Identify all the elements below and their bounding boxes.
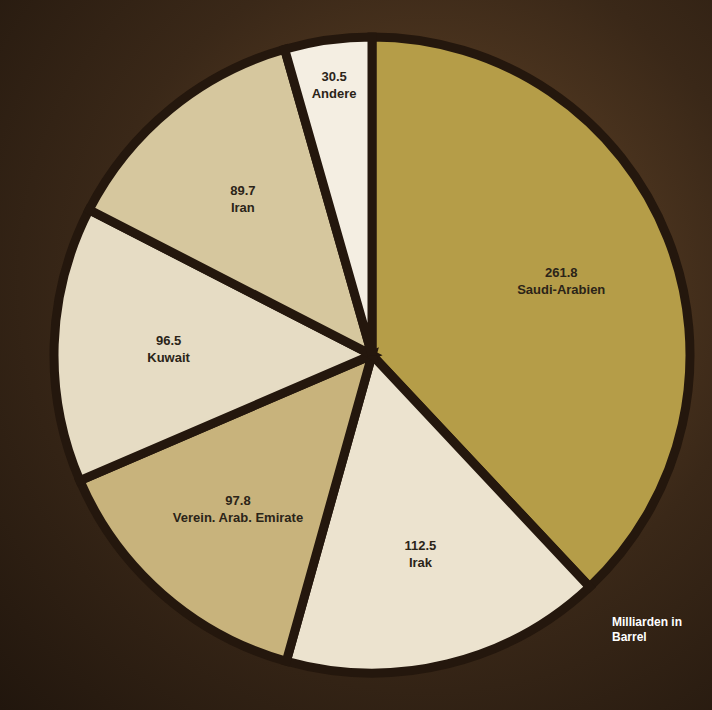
- svg-text:112.5Irak: 112.5Irak: [405, 538, 437, 570]
- svg-text:89.7Iran: 89.7Iran: [230, 183, 255, 215]
- svg-text:261.8Saudi-Arabien: 261.8Saudi-Arabien: [517, 265, 605, 297]
- svg-text:97.8Verein. Arab. Emirate: 97.8Verein. Arab. Emirate: [173, 493, 303, 525]
- svg-text:96.5Kuwait: 96.5Kuwait: [147, 333, 190, 365]
- html-text:Milliarden in Barrel: Milliarden in Barrel: [612, 615, 682, 644]
- svg-text:30.5Andere: 30.5Andere: [312, 69, 357, 101]
